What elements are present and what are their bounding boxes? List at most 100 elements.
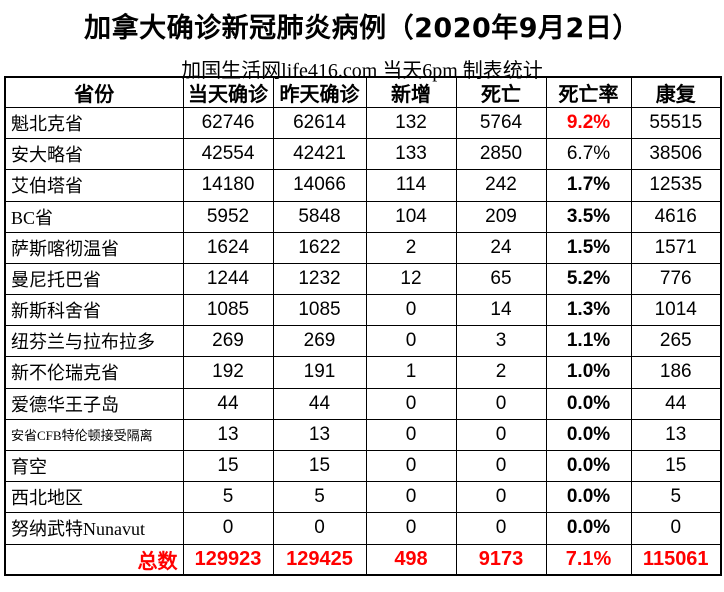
cell-death-rate: 0.0% xyxy=(545,481,632,514)
cell-today-confirmed: 14180 xyxy=(182,169,274,202)
cell-new-cases: 132 xyxy=(365,106,457,140)
cell-today-confirmed: 15 xyxy=(182,449,274,483)
cell-deaths: 242 xyxy=(455,169,547,202)
col-header-recovered: 康复 xyxy=(630,76,722,108)
cell-province: 纽芬兰与拉布拉多 xyxy=(4,325,184,358)
cell-new-cases: 2 xyxy=(365,231,457,264)
cell-yesterday-confirmed: 62614 xyxy=(272,106,367,140)
table-row: 魁北克省 62746 62614 132 5764 9.2% 55515 xyxy=(4,106,722,140)
cell-recovered: 55515 xyxy=(630,106,722,140)
page: 加拿大确诊新冠肺炎病例（2020年9月2日） 加国生活网life416.com … xyxy=(0,6,724,576)
cell-deaths: 2850 xyxy=(455,138,547,171)
cell-today-confirmed: 42554 xyxy=(182,138,274,171)
total-today-confirmed: 129923 xyxy=(182,543,274,576)
cell-death-rate: 1.5% xyxy=(545,231,632,264)
cell-today-confirmed: 269 xyxy=(182,325,274,358)
cell-new-cases: 114 xyxy=(365,169,457,202)
cell-yesterday-confirmed: 0 xyxy=(272,512,367,545)
covid-stats-table: 省份 当天确诊 昨天确诊 新增 死亡 死亡率 康复 魁北克省 62746 62614… xyxy=(4,76,722,576)
table-row: 西北地区 5 5 0 0 0.0% 5 xyxy=(4,481,722,514)
cell-death-rate: 0.0% xyxy=(545,387,632,420)
col-header-yesterday-confirmed: 昨天确诊 xyxy=(272,76,367,108)
cell-deaths: 14 xyxy=(455,294,547,327)
cell-death-rate: 5.2% xyxy=(545,262,632,296)
table-row: 新不伦瑞克省 192 191 1 2 1.0% 186 xyxy=(4,356,722,389)
cell-recovered: 1014 xyxy=(630,294,722,327)
cell-new-cases: 0 xyxy=(365,512,457,545)
cell-yesterday-confirmed: 1622 xyxy=(272,231,367,264)
cell-province: 魁北克省 xyxy=(4,106,184,140)
cell-recovered: 12535 xyxy=(630,169,722,202)
cell-deaths: 2 xyxy=(455,356,547,389)
cell-province: 西北地区 xyxy=(4,481,184,514)
cell-province: 艾伯塔省 xyxy=(4,169,184,202)
cell-new-cases: 0 xyxy=(365,325,457,358)
col-header-new-cases: 新增 xyxy=(365,76,457,108)
total-new-cases: 498 xyxy=(365,543,457,576)
cell-new-cases: 104 xyxy=(365,200,457,233)
table-row: 努纳武特Nunavut 0 0 0 0 0.0% 0 xyxy=(4,512,722,545)
cell-today-confirmed: 1624 xyxy=(182,231,274,264)
cell-today-confirmed: 192 xyxy=(182,356,274,389)
cell-yesterday-confirmed: 5 xyxy=(272,481,367,514)
table-row: 安省CFB特伦顿接受隔离 13 13 0 0 0.0% 13 xyxy=(4,418,722,451)
cell-death-rate: 3.5% xyxy=(545,200,632,233)
cell-death-rate: 1.0% xyxy=(545,356,632,389)
cell-province: 安省CFB特伦顿接受隔离 xyxy=(4,418,184,451)
cell-province: 爱德华王子岛 xyxy=(4,387,184,420)
cell-recovered: 776 xyxy=(630,262,722,296)
cell-province: 努纳武特Nunavut xyxy=(4,512,184,545)
cell-deaths: 0 xyxy=(455,387,547,420)
cell-yesterday-confirmed: 13 xyxy=(272,418,367,451)
cell-province: 安大略省 xyxy=(4,138,184,171)
cell-recovered: 38506 xyxy=(630,138,722,171)
col-header-deaths: 死亡 xyxy=(455,76,547,108)
cell-recovered: 44 xyxy=(630,387,722,420)
cell-recovered: 5 xyxy=(630,481,722,514)
header-row: 省份 当天确诊 昨天确诊 新增 死亡 死亡率 康复 xyxy=(4,76,722,108)
cell-new-cases: 1 xyxy=(365,356,457,389)
cell-recovered: 265 xyxy=(630,325,722,358)
total-label: 总数 xyxy=(4,543,184,576)
table-row: 萨斯喀彻温省 1624 1622 2 24 1.5% 1571 xyxy=(4,231,722,264)
col-header-death-rate: 死亡率 xyxy=(545,76,632,108)
cell-recovered: 15 xyxy=(630,449,722,483)
cell-recovered: 0 xyxy=(630,512,722,545)
cell-yesterday-confirmed: 15 xyxy=(272,449,367,483)
cell-province: 曼尼托巴省 xyxy=(4,262,184,296)
cell-deaths: 24 xyxy=(455,231,547,264)
cell-deaths: 3 xyxy=(455,325,547,358)
col-header-province: 省份 xyxy=(4,76,184,108)
total-recovered: 115061 xyxy=(630,543,722,576)
cell-today-confirmed: 0 xyxy=(182,512,274,545)
cell-yesterday-confirmed: 42421 xyxy=(272,138,367,171)
total-death-rate: 7.1% xyxy=(545,543,632,576)
cell-deaths: 0 xyxy=(455,449,547,483)
cell-new-cases: 0 xyxy=(365,294,457,327)
cell-recovered: 1571 xyxy=(630,231,722,264)
cell-death-rate: 1.1% xyxy=(545,325,632,358)
total-deaths: 9173 xyxy=(455,543,547,576)
cell-yesterday-confirmed: 14066 xyxy=(272,169,367,202)
cell-today-confirmed: 5 xyxy=(182,481,274,514)
cell-new-cases: 133 xyxy=(365,138,457,171)
cell-yesterday-confirmed: 191 xyxy=(272,356,367,389)
cell-province: 育空 xyxy=(4,449,184,483)
cell-province: 新斯科舍省 xyxy=(4,294,184,327)
table-row: 新斯科舍省 1085 1085 0 14 1.3% 1014 xyxy=(4,294,722,327)
cell-today-confirmed: 62746 xyxy=(182,106,274,140)
cell-deaths: 0 xyxy=(455,481,547,514)
cell-death-rate: 0.0% xyxy=(545,449,632,483)
total-row: 总数 129923 129425 498 9173 7.1% 115061 xyxy=(4,543,722,576)
cell-today-confirmed: 1085 xyxy=(182,294,274,327)
cell-death-rate: 1.3% xyxy=(545,294,632,327)
total-yesterday-confirmed: 129425 xyxy=(272,543,367,576)
cell-today-confirmed: 1244 xyxy=(182,262,274,296)
cell-province: BC省 xyxy=(4,200,184,233)
cell-yesterday-confirmed: 44 xyxy=(272,387,367,420)
cell-today-confirmed: 13 xyxy=(182,418,274,451)
cell-yesterday-confirmed: 269 xyxy=(272,325,367,358)
cell-yesterday-confirmed: 1232 xyxy=(272,262,367,296)
cell-new-cases: 0 xyxy=(365,418,457,451)
table-row: 育空 15 15 0 0 0.0% 15 xyxy=(4,449,722,483)
